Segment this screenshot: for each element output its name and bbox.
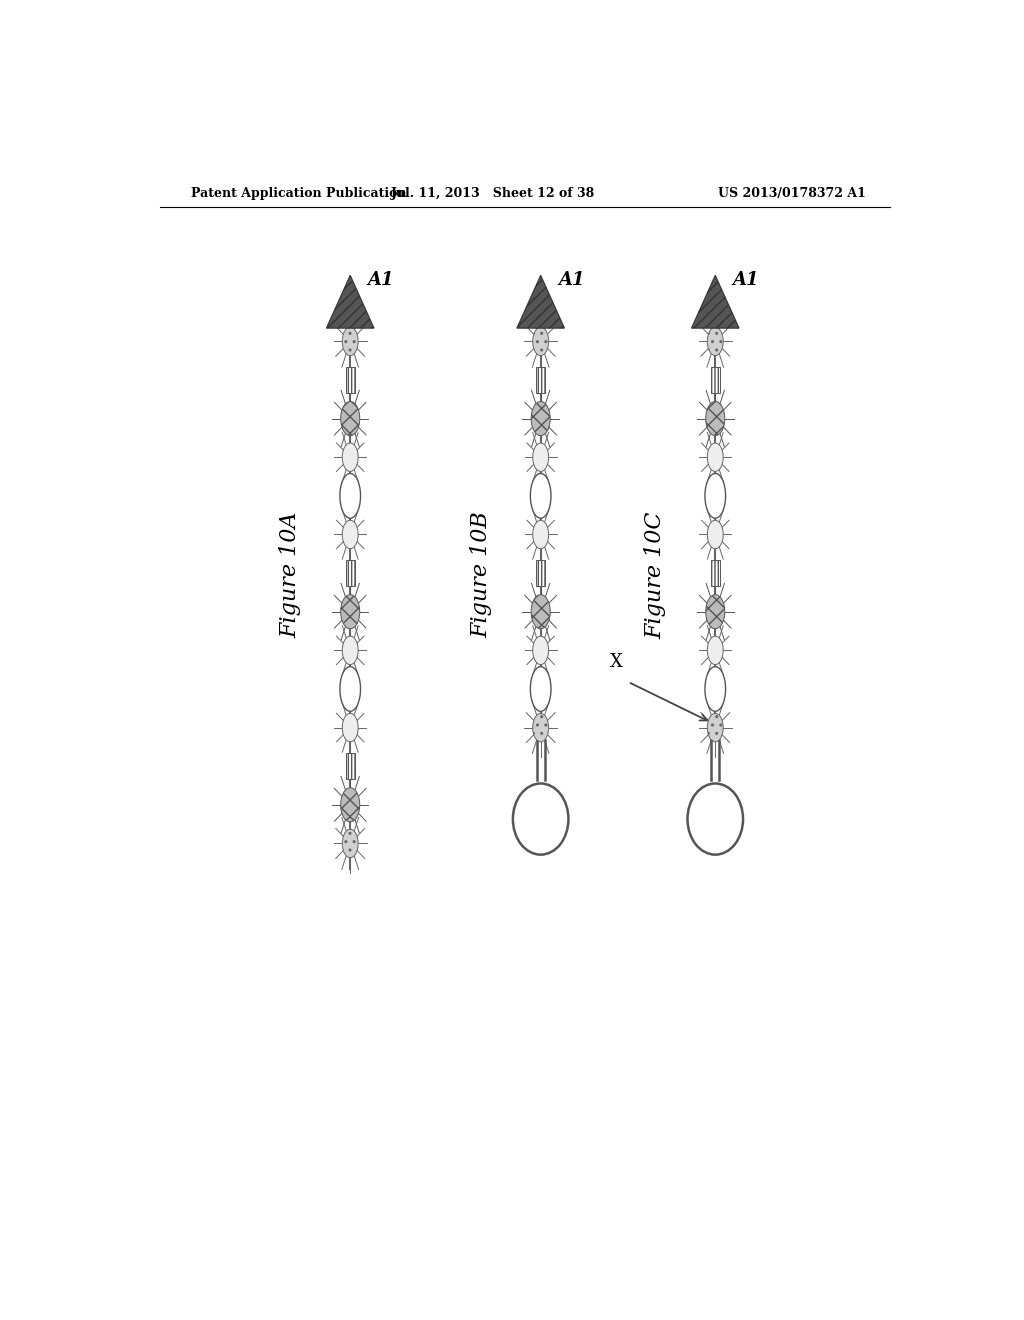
Polygon shape xyxy=(342,713,358,742)
Polygon shape xyxy=(691,276,739,329)
Polygon shape xyxy=(705,474,726,519)
Polygon shape xyxy=(532,713,549,742)
Polygon shape xyxy=(342,444,358,471)
Polygon shape xyxy=(342,520,358,549)
Polygon shape xyxy=(708,327,723,355)
Polygon shape xyxy=(705,667,726,711)
Polygon shape xyxy=(708,520,723,549)
FancyBboxPatch shape xyxy=(711,367,720,393)
FancyBboxPatch shape xyxy=(537,560,545,586)
Text: A2: A2 xyxy=(703,810,727,828)
Polygon shape xyxy=(340,474,360,519)
Text: Figure 10B: Figure 10B xyxy=(470,512,493,639)
Text: US 2013/0178372 A1: US 2013/0178372 A1 xyxy=(718,187,866,201)
Text: Patent Application Publication: Patent Application Publication xyxy=(191,187,407,201)
FancyBboxPatch shape xyxy=(346,367,354,393)
Polygon shape xyxy=(708,713,723,742)
FancyBboxPatch shape xyxy=(346,752,354,779)
Text: Jul. 11, 2013   Sheet 12 of 38: Jul. 11, 2013 Sheet 12 of 38 xyxy=(391,187,595,201)
Polygon shape xyxy=(532,636,549,664)
Circle shape xyxy=(687,784,743,854)
Polygon shape xyxy=(532,327,549,355)
Polygon shape xyxy=(340,667,360,711)
FancyBboxPatch shape xyxy=(537,367,545,393)
Polygon shape xyxy=(706,594,725,628)
Text: A1: A1 xyxy=(558,272,585,289)
Polygon shape xyxy=(531,594,550,628)
Polygon shape xyxy=(517,276,564,329)
Polygon shape xyxy=(708,636,723,664)
Text: Figure 10A: Figure 10A xyxy=(280,512,302,639)
Polygon shape xyxy=(341,788,359,822)
Polygon shape xyxy=(531,401,550,436)
Polygon shape xyxy=(341,401,359,436)
Polygon shape xyxy=(708,444,723,471)
Polygon shape xyxy=(532,520,549,549)
Text: Figure 10C: Figure 10C xyxy=(645,511,667,639)
Circle shape xyxy=(513,784,568,854)
FancyBboxPatch shape xyxy=(711,560,720,586)
FancyBboxPatch shape xyxy=(346,560,354,586)
Polygon shape xyxy=(342,829,358,858)
Polygon shape xyxy=(532,444,549,471)
Polygon shape xyxy=(327,276,374,329)
Polygon shape xyxy=(342,327,358,355)
Polygon shape xyxy=(341,594,359,628)
Text: A1: A1 xyxy=(368,272,394,289)
Polygon shape xyxy=(342,636,358,664)
Text: X: X xyxy=(609,652,623,671)
Polygon shape xyxy=(706,401,725,436)
Polygon shape xyxy=(530,667,551,711)
Text: A2: A2 xyxy=(528,810,553,828)
Text: A1: A1 xyxy=(733,272,759,289)
Polygon shape xyxy=(530,474,551,519)
